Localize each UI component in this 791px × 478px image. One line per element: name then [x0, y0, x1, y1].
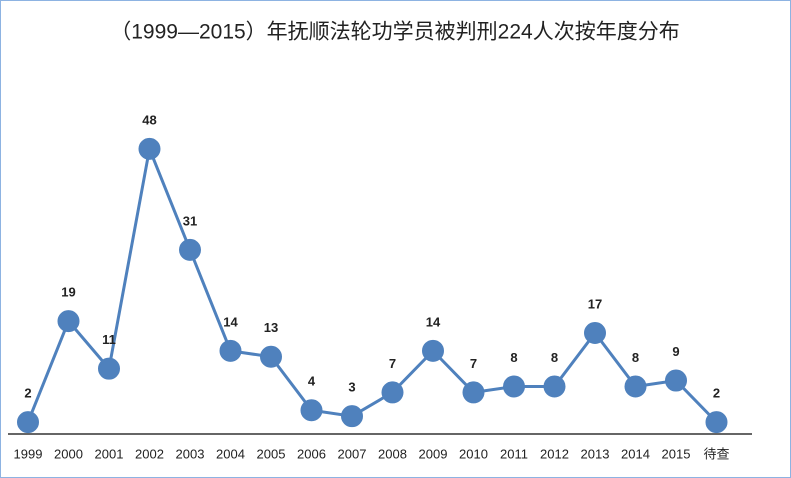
- x-tick-label: 2002: [135, 446, 164, 461]
- line: [26, 143, 718, 424]
- x-tick-label: 2001: [95, 446, 124, 461]
- marker: [584, 322, 606, 345]
- marker: [462, 381, 485, 404]
- x-tick-label: 2015: [662, 446, 691, 461]
- data-label: 31: [183, 213, 197, 228]
- x-tick-label: 2006: [297, 446, 326, 461]
- data-label: 17: [588, 296, 602, 311]
- data-label: 7: [389, 356, 396, 371]
- marker: [98, 357, 120, 380]
- x-tick-label: 2007: [338, 446, 367, 461]
- x-tick-label: 2009: [419, 446, 448, 461]
- marker: [57, 310, 80, 333]
- marker: [260, 345, 282, 368]
- marker: [665, 369, 687, 392]
- data-label: 14: [223, 314, 238, 329]
- x-tick-label: 2005: [257, 446, 286, 461]
- marker: [300, 399, 323, 422]
- data-label: 7: [470, 356, 477, 371]
- x-tick-label: 待查: [703, 446, 729, 461]
- x-tick-label: 2008: [378, 446, 407, 461]
- marker: [219, 339, 242, 362]
- data-label: 11: [102, 332, 116, 347]
- marker: [138, 137, 161, 160]
- data-label: 9: [672, 344, 679, 359]
- x-tick-label: 2003: [176, 446, 205, 461]
- marker: [341, 405, 363, 428]
- x-tick-label: 2012: [540, 446, 569, 461]
- data-label: 8: [632, 350, 639, 365]
- data-label: 8: [510, 350, 517, 365]
- data-label: 14: [426, 314, 441, 329]
- x-tick-label: 2011: [500, 446, 528, 461]
- x-tick-label: 2013: [581, 446, 610, 461]
- marker: [17, 411, 39, 434]
- data-label: 8: [551, 350, 558, 365]
- marker: [705, 411, 728, 434]
- x-tick-label: 2010: [459, 446, 488, 461]
- x-tick-label: 2000: [54, 446, 83, 461]
- x-tick-label: 2004: [216, 446, 245, 461]
- marker: [543, 375, 566, 398]
- data-label: 2: [713, 386, 720, 401]
- marker: [422, 339, 444, 362]
- data-label: 19: [61, 285, 75, 300]
- data-label: 48: [142, 112, 156, 127]
- x-tick-label: 1999: [14, 446, 43, 461]
- data-label: 4: [308, 374, 316, 389]
- marker: [503, 375, 525, 398]
- data-label: 3: [348, 380, 355, 395]
- marker: [179, 238, 201, 261]
- marker: [624, 375, 647, 398]
- data-label: 2: [24, 386, 31, 401]
- chart-title: （1999—2015）年抚顺法轮功学员被判刑224人次按年度分布: [110, 21, 679, 44]
- marker: [381, 381, 404, 404]
- data-label: 13: [264, 320, 278, 335]
- x-tick-label: 2014: [621, 446, 650, 461]
